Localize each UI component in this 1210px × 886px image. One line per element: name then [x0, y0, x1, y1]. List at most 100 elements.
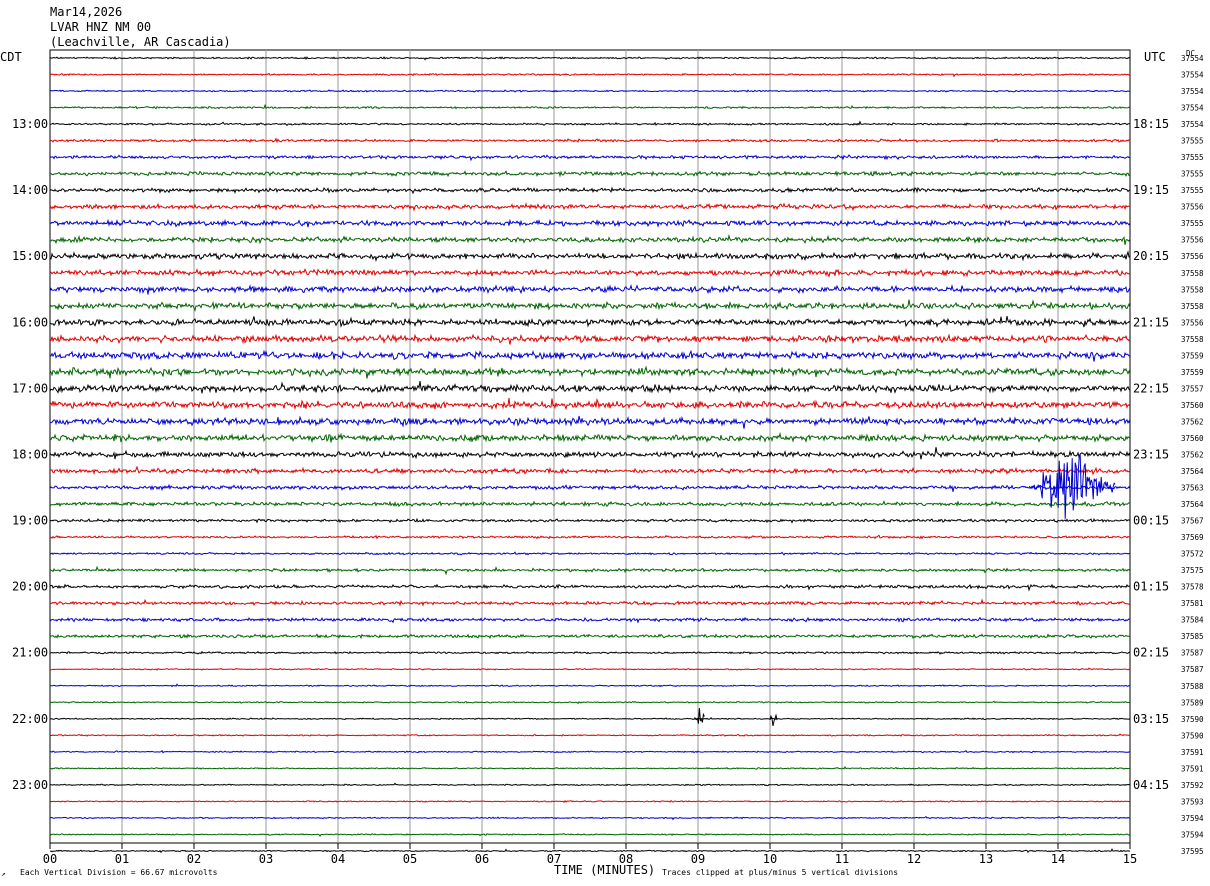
left-axis-label: CDT	[0, 50, 22, 64]
left-time-label: 18:00	[12, 447, 48, 461]
dc-offset-label: 37555	[1181, 170, 1204, 179]
dc-offset-label: 37562	[1181, 450, 1204, 459]
dc-offset-label: 37591	[1181, 748, 1204, 757]
dc-offset-label: 37555	[1181, 186, 1204, 195]
trace-row	[49, 598, 1131, 607]
trace-row	[50, 103, 1131, 110]
dc-offset-label: 37594	[1181, 814, 1204, 823]
right-time-label: 19:15	[1133, 183, 1169, 197]
right-time-label: 21:15	[1133, 315, 1169, 329]
right-time-label: 04:15	[1133, 778, 1169, 792]
trace-row	[49, 733, 1131, 737]
trace-row	[49, 667, 1130, 671]
event-signal	[769, 713, 778, 726]
dc-offset-label: 37589	[1181, 698, 1204, 707]
right-time-labels: 18:15 19:15 20:15 21:15 22:15 23:15 00:15 01:15…	[1133, 117, 1169, 792]
trace-row	[49, 315, 1131, 328]
trace-row	[49, 700, 1131, 705]
event-signal	[694, 708, 705, 724]
dc-offset-label: 37594	[1181, 830, 1204, 839]
left-time-label: 17:00	[12, 381, 48, 395]
dc-offset-labels: 37554 37554 37554 37554 37554 37555 37555 37555…	[1181, 54, 1204, 856]
dc-offset-label: 37584	[1181, 616, 1204, 625]
dc-offset-label: 37554	[1181, 104, 1204, 113]
x-tick-label: 08	[619, 852, 633, 866]
trace-row	[49, 349, 1131, 362]
header-station: LVAR HNZ NM 00	[50, 20, 151, 34]
trace-row	[49, 583, 1130, 592]
trace-row	[49, 154, 1131, 162]
left-time-label: 21:00	[12, 646, 48, 660]
x-tick-label: 05	[403, 852, 417, 866]
header-date: Mar14,2026	[50, 5, 122, 19]
dc-offset-label: 37588	[1181, 682, 1204, 691]
x-tick-label: 03	[259, 852, 273, 866]
event-group	[694, 454, 1116, 726]
dc-offset-label: 37554	[1181, 71, 1204, 80]
scale-note: Each Vertical Division = 66.67 microvolt…	[20, 868, 218, 877]
dc-offset-label: 37557	[1181, 384, 1204, 393]
dc-offset-label: 37558	[1181, 269, 1204, 278]
x-tick-label: 01	[115, 852, 129, 866]
dc-label: DC	[1186, 49, 1195, 58]
trace-row	[49, 848, 1131, 854]
dc-offset-label: 37587	[1181, 649, 1204, 658]
dc-offset-label: 37554	[1181, 54, 1204, 63]
dc-offset-label: 37556	[1181, 318, 1204, 327]
trace-row	[50, 415, 1131, 429]
x-tick-label: 04	[331, 852, 345, 866]
trace-row	[49, 483, 1131, 492]
dc-offset-label: 37591	[1181, 764, 1204, 773]
x-axis-ticks: 00 01 02 03 04 05 06 07 08 09 10 11 12 13 14 15	[43, 843, 1137, 866]
trace-row	[49, 72, 1131, 78]
minute-grid	[121, 50, 1059, 843]
right-time-label: 03:15	[1133, 712, 1169, 726]
dc-offset-label: 37572	[1181, 550, 1204, 559]
trace-row	[49, 89, 1131, 93]
trace-row	[49, 381, 1131, 394]
trace-row	[49, 218, 1131, 228]
trace-row	[49, 650, 1131, 655]
dc-offset-label: 37575	[1181, 566, 1204, 575]
x-tick-label: 00	[43, 852, 57, 866]
dc-offset-label: 37555	[1181, 219, 1204, 228]
header-location: (Leachville, AR Cascadia)	[50, 35, 231, 49]
trace-row	[49, 120, 1131, 127]
x-axis-title: TIME (MINUTES)	[554, 863, 655, 877]
trace-row	[49, 283, 1131, 295]
right-time-label: 23:15	[1133, 447, 1169, 461]
left-time-label: 20:00	[12, 580, 48, 594]
trace-row	[49, 517, 1131, 524]
dc-offset-label: 37578	[1181, 583, 1204, 592]
trace-row	[49, 365, 1131, 379]
x-tick-label: 02	[187, 852, 201, 866]
dc-offset-label: 37593	[1181, 797, 1204, 806]
left-time-label: 22:00	[12, 712, 48, 726]
left-time-label: 15:00	[12, 249, 48, 263]
trace-row	[49, 816, 1131, 821]
trace-row	[49, 233, 1131, 245]
dc-offset-label: 37560	[1181, 434, 1204, 443]
x-tick-label: 14	[1051, 852, 1065, 866]
x-tick-label: 12	[907, 852, 921, 866]
trace-row	[49, 431, 1131, 444]
trace-row	[49, 170, 1131, 178]
trace-row	[50, 534, 1131, 540]
dc-offset-label: 37595	[1181, 847, 1204, 856]
left-time-label: 13:00	[12, 117, 48, 131]
dc-offset-label: 37554	[1181, 120, 1204, 129]
dc-offset-label: 37562	[1181, 417, 1204, 426]
dc-offset-label: 37554	[1181, 87, 1204, 96]
dc-offset-label: 37556	[1181, 236, 1204, 245]
trace-row	[49, 833, 1131, 837]
trace-row	[49, 267, 1131, 278]
x-tick-label: 10	[763, 852, 777, 866]
trace-row	[49, 447, 1131, 460]
dc-offset-label: 37556	[1181, 252, 1204, 261]
dc-offset-label: 37555	[1181, 137, 1204, 146]
trace-row	[49, 766, 1130, 770]
left-time-label: 19:00	[12, 514, 48, 528]
dc-offset-label: 37587	[1181, 665, 1204, 674]
dc-offset-label: 37590	[1181, 731, 1204, 740]
